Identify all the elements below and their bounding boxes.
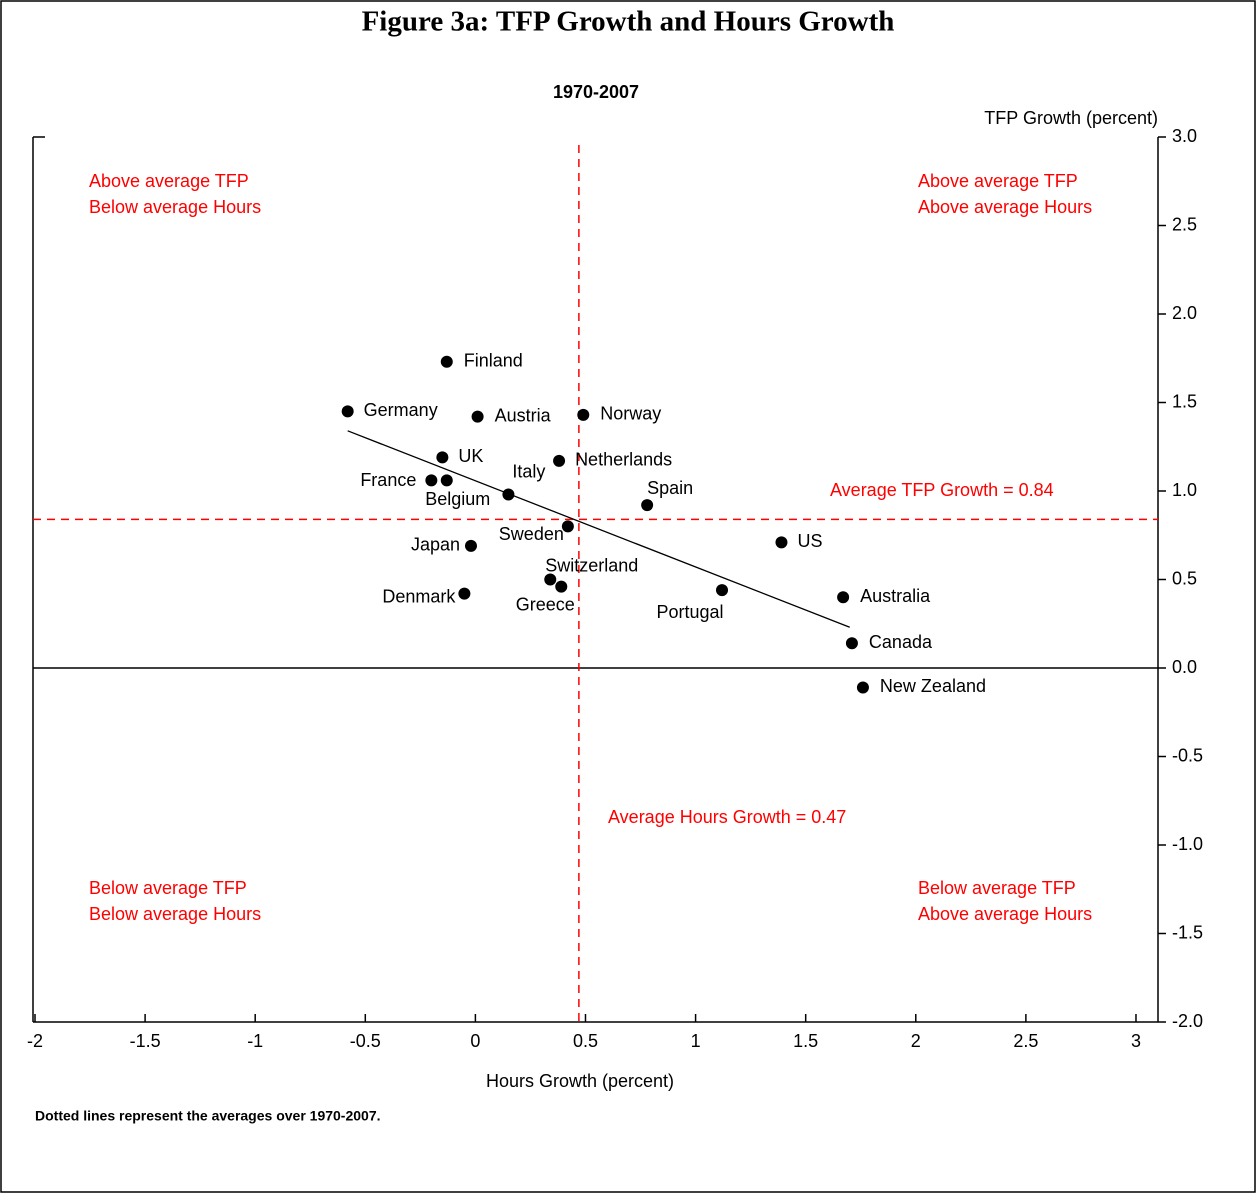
quadrant-label: Above average TFP [918,171,1078,191]
y-tick-label: -1.5 [1172,922,1203,942]
average-x-label: Average Hours Growth = 0.47 [608,807,846,827]
chart-subtitle: 1970-2007 [553,82,639,102]
point-label: Germany [364,400,438,420]
point [458,587,471,600]
point [845,637,858,650]
y-tick-label: 3.0 [1172,126,1197,146]
point [641,499,654,512]
point [856,681,869,694]
quadrant-label: Above average Hours [918,904,1092,924]
y-tick-label: 1.0 [1172,480,1197,500]
y-axis-label: TFP Growth (percent) [984,108,1158,128]
quadrant-label: Below average TFP [918,878,1076,898]
point-label: Switzerland [545,555,638,575]
x-tick-label: -1 [247,1031,263,1051]
point-label: Spain [647,478,693,498]
point [341,405,354,418]
point-label: New Zealand [880,676,986,696]
y-tick-label: -2.0 [1172,1011,1203,1031]
point [440,355,453,368]
point [471,410,484,423]
point [440,474,453,487]
point [425,474,438,487]
point-label: Canada [869,632,933,652]
x-tick-label: 2 [911,1031,921,1051]
y-tick-label: 1.5 [1172,391,1197,411]
point [716,584,729,597]
point [502,488,515,501]
point-label: Austria [495,405,552,425]
x-tick-label: 0.5 [573,1031,598,1051]
point-label: Japan [411,535,460,555]
point-label: Belgium [425,489,490,509]
point [436,451,449,464]
y-tick-label: 2.5 [1172,214,1197,234]
x-tick-label: 1.5 [793,1031,818,1051]
point-label: France [360,470,416,490]
point [553,454,566,467]
x-tick-label: 0 [470,1031,480,1051]
trend-line [347,430,850,628]
point [577,408,590,421]
x-axis-label: Hours Growth (percent) [486,1071,674,1091]
quadrant-label: Below average Hours [89,904,261,924]
x-tick-label: 1 [691,1031,701,1051]
quadrant-label: Above average Hours [918,197,1092,217]
x-tick-label: -1.5 [130,1031,161,1051]
quadrant-label: Above average TFP [89,171,249,191]
point-label: US [797,531,822,551]
y-tick-label: 0.5 [1172,568,1197,588]
y-tick-label: -0.5 [1172,745,1203,765]
point-label: Netherlands [575,450,672,470]
quadrant-label: Below average TFP [89,878,247,898]
x-tick-label: -2 [27,1031,43,1051]
note: Dotted lines represent the averages over… [35,1108,381,1124]
average-y-label: Average TFP Growth = 0.84 [830,480,1054,500]
quadrant-label: Below average Hours [89,197,261,217]
point-label: Australia [860,586,931,606]
point-label: Italy [512,461,545,481]
y-tick-label: 0.0 [1172,657,1197,677]
y-tick-label: 2.0 [1172,303,1197,323]
point [555,580,568,593]
point [544,573,557,586]
point-label: Denmark [382,586,456,606]
point [464,539,477,552]
point-label: Norway [600,404,661,424]
point-label: Greece [516,594,575,614]
x-tick-label: -0.5 [350,1031,381,1051]
point-label: Portugal [656,602,723,622]
y-tick-label: -1.0 [1172,834,1203,854]
x-tick-label: 3 [1131,1031,1141,1051]
point [561,520,574,533]
point-label: Sweden [499,524,564,544]
point [837,591,850,604]
point-label: UK [458,446,483,466]
x-tick-label: 2.5 [1013,1031,1038,1051]
point [775,536,788,549]
chart-title: Figure 3a: TFP Growth and Hours Growth [362,6,895,38]
point-label: Finland [464,351,523,371]
